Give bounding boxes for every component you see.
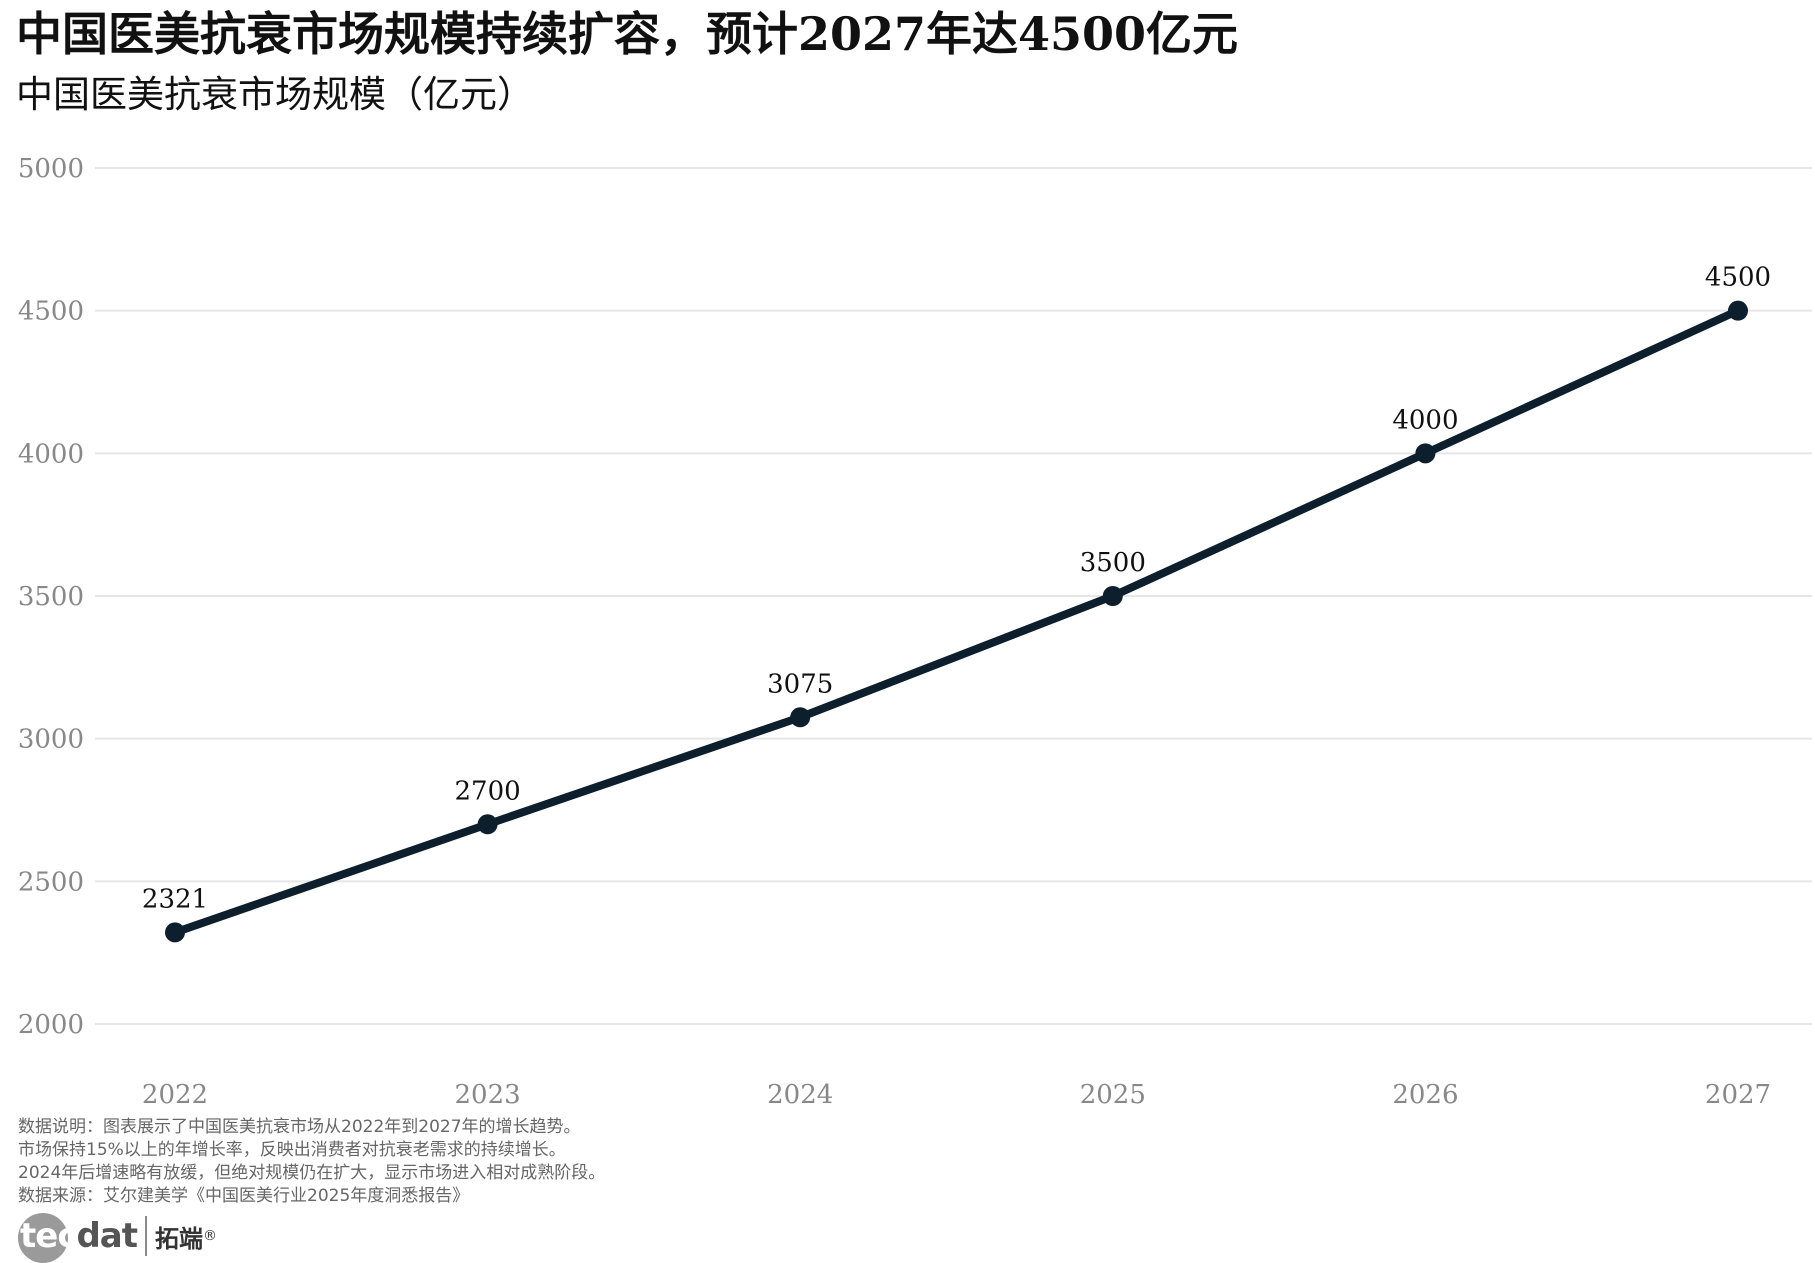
note-line: 市场保持15%以上的年增长率，反映出消费者对抗衰老需求的持续增长。 — [18, 1140, 566, 1160]
data-point — [477, 814, 498, 835]
y-tick-label: 4000 — [18, 439, 84, 469]
data-points — [165, 300, 1748, 943]
data-label: 2700 — [455, 776, 521, 806]
y-tick-label: 3000 — [18, 725, 84, 755]
logo-circle — [18, 1213, 68, 1263]
brand-logo: tecdat 拓端 ® — [18, 1211, 218, 1263]
series-line-group — [171, 306, 1742, 937]
chart-title: 中国医美抗衰市场规模持续扩容，预计2027年达4500亿元 — [16, 7, 1239, 61]
data-labels: 2321 2700 3075 3500 4000 4500 — [142, 263, 1771, 915]
data-label: 4500 — [1705, 263, 1771, 293]
tecdat-logo: tecdat — [18, 1211, 138, 1263]
chart-notes: 数据说明：图表展示了中国医美抗衰市场从2022年到2027年的增长趋势。 市场保… — [18, 1116, 605, 1208]
x-tick-label: 2027 — [1705, 1080, 1771, 1110]
gridlines — [95, 167, 1812, 1025]
data-label: 3500 — [1080, 548, 1146, 578]
note-line: 2024年后增速略有放缓，但绝对规模仍在扩大，显示市场进入相对成熟阶段。 — [18, 1163, 606, 1183]
logo-tec-text: tec — [20, 1216, 77, 1256]
y-tick-label: 4500 — [18, 297, 84, 327]
data-point — [1102, 586, 1123, 606]
y-tick-label: 5000 — [18, 154, 84, 184]
y-tick-label: 2000 — [18, 1010, 84, 1040]
data-point — [790, 707, 811, 728]
chart-subtitle: 中国医美抗衰市场规模（亿元） — [16, 73, 534, 116]
y-tick-label: 3500 — [18, 582, 84, 612]
logo-dat-text: dat — [76, 1216, 138, 1256]
x-tick-label: 2025 — [1080, 1080, 1146, 1110]
registered-mark: ® — [203, 1228, 218, 1244]
note-line: 数据说明：图表展示了中国医美抗衰市场从2022年到2027年的增长趋势。 — [18, 1117, 581, 1137]
data-point — [1415, 443, 1436, 464]
x-tick-label: 2022 — [142, 1080, 208, 1110]
logo-divider — [145, 1216, 148, 1256]
brand-name-cn: 拓端 — [155, 1224, 204, 1253]
x-axis-ticks: 2022 2023 2024 2025 2026 2027 — [142, 1080, 1771, 1110]
source-line: 数据来源：艾尔建美学《中国医美行业2025年度洞悉报告》 — [18, 1186, 470, 1206]
series-line — [171, 306, 1742, 937]
data-label: 4000 — [1392, 405, 1458, 435]
x-tick-label: 2024 — [767, 1080, 833, 1110]
data-point — [1728, 300, 1748, 321]
data-point — [165, 922, 185, 943]
data-label: 2321 — [142, 884, 208, 914]
x-tick-label: 2026 — [1392, 1080, 1458, 1110]
x-tick-label: 2023 — [455, 1080, 521, 1110]
data-label: 3075 — [767, 669, 833, 699]
y-tick-label: 2500 — [18, 867, 84, 897]
y-axis-ticks: 2000 2500 3000 3500 4000 4500 5000 — [18, 154, 84, 1040]
